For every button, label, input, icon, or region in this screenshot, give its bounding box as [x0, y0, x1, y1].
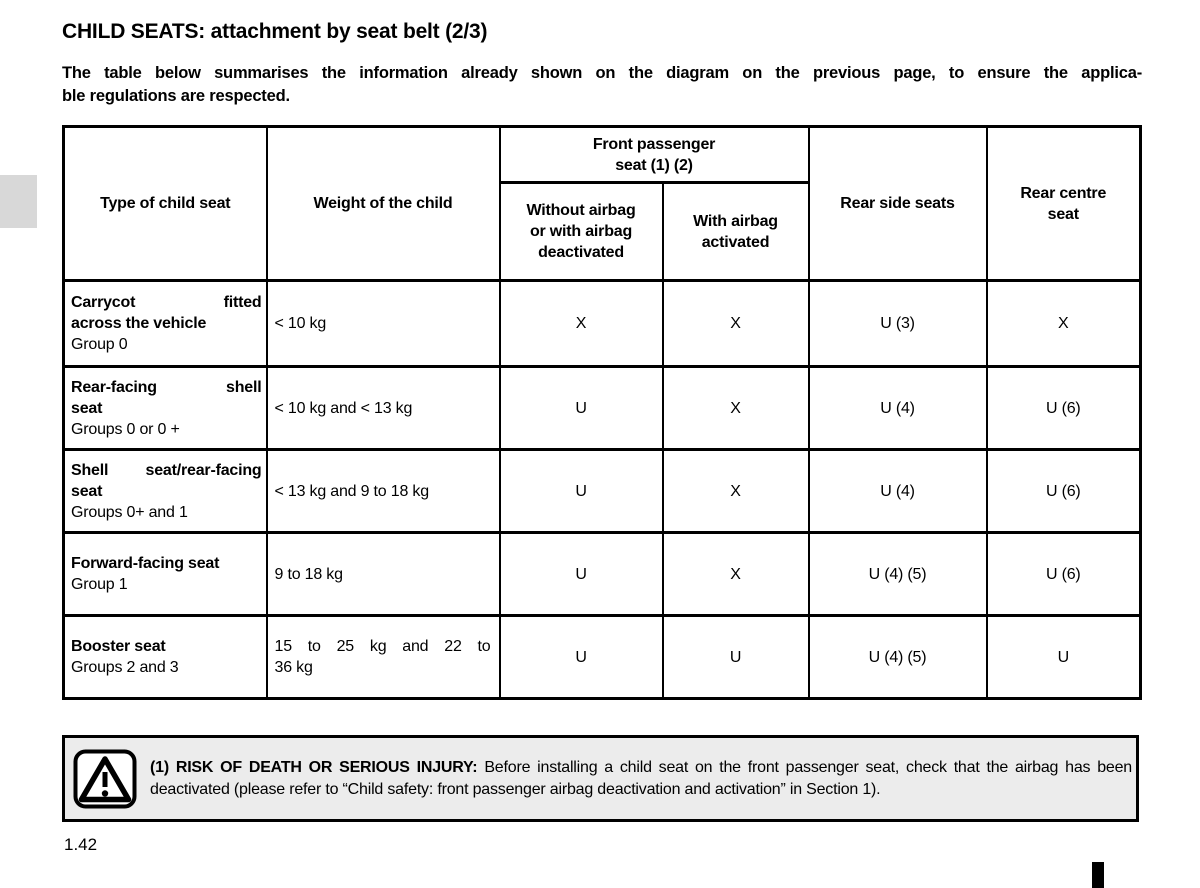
col-header-type: Type of child seat — [62, 125, 268, 282]
rear-side-value: U (4) (5) — [807, 531, 988, 617]
text-line: Shell seat/rear-facing — [71, 461, 262, 479]
page-number: 1.42 — [64, 835, 98, 854]
col-header-weight: Weight of the child — [265, 125, 501, 282]
weight-cell: 15 to 25 kg and 22 to 36 kg — [265, 614, 501, 700]
without-airbag-value: U — [498, 531, 664, 617]
rear-centre-value: U (6) — [985, 531, 1142, 617]
text-line: < 10 kg and < 13 kg — [274, 399, 413, 417]
text-line: ble regulations are respected. — [62, 87, 290, 105]
rear-centre-value: X — [985, 279, 1142, 368]
text-line: Groups 0 or 0 + — [71, 420, 180, 438]
text-line: < 13 kg and 9 to 18 kg — [274, 482, 430, 500]
text-line: 36 kg — [274, 659, 313, 676]
without-airbag-value: U — [498, 448, 664, 534]
page-title: CHILD SEATS: attachment by seat belt (2/… — [62, 20, 488, 43]
text-line: Carrycot fitted — [71, 294, 262, 311]
rear-centre-value: U (6) — [985, 365, 1142, 451]
weight-cell: < 10 kg and < 13 kg — [265, 365, 501, 451]
with-airbag-value: X — [661, 531, 810, 617]
col-header-with-airbag: With airbag activated — [661, 181, 810, 282]
with-airbag-value: U — [661, 614, 810, 700]
without-airbag-value: U — [498, 614, 664, 700]
table-header: Type of child seat Weight of the child F… — [62, 125, 1142, 282]
weight-cell: < 10 kg — [265, 279, 501, 368]
print-registration-marker — [1092, 862, 1104, 888]
warning-triangle-icon — [73, 749, 137, 808]
with-airbag-value: X — [661, 448, 810, 534]
text-line: Forward-facing seat — [71, 555, 220, 572]
seat-type-cell: Carrycot fitted across the vehicle Group 0 — [62, 279, 268, 368]
rear-centre-value: U — [985, 614, 1142, 700]
table-body: Carrycot fitted across the vehicle Group 0… — [62, 279, 1142, 700]
text-line: Group 1 — [71, 576, 128, 593]
weight-cell: 9 to 18 kg — [265, 531, 501, 617]
header-row-top: Type of child seat Weight of the child F… — [62, 125, 1142, 282]
without-airbag-value: X — [498, 279, 664, 368]
text-line: across the vehicle — [71, 315, 207, 332]
with-airbag-value: X — [661, 365, 810, 451]
table-row: Booster seat Groups 2 and 3 15 to 25 kg an… — [62, 614, 1142, 700]
text-line: Groups 2 and 3 — [71, 659, 179, 676]
text-line: Groups 0+ and 1 — [71, 503, 188, 521]
intro-paragraph: The table below summarises the informati… — [62, 62, 1142, 108]
text-line: seat — [71, 482, 103, 500]
warning-text: (1) RISK OF DEATH OR SERIOUS INJURY: Bef… — [150, 757, 1132, 800]
text-line: 9 to 18 kg — [274, 565, 343, 583]
seat-type-cell: Shell seat/rear-facing seat Groups 0+ and … — [62, 448, 268, 534]
table-row: Carrycot fitted across the vehicle Group 0… — [62, 279, 1142, 368]
rear-centre-value: U (6) — [985, 448, 1142, 534]
section-tab-marker — [0, 175, 37, 228]
header-row-sub: Without airbag or with airbag deactivate… — [64, 181, 1141, 282]
child-seat-attachment-table: Type of child seat Weight of the child F… — [62, 125, 1142, 700]
warning-body: Before installing a child seat on the fr… — [150, 759, 1133, 798]
rear-side-value: U (4) — [807, 448, 988, 534]
col-header-rear-side: Rear side seats — [807, 125, 988, 282]
seat-type-cell: Forward-facing seat Group 1 — [62, 531, 268, 617]
text-line: Booster seat — [71, 638, 166, 655]
rear-side-value: U (4) (5) — [807, 614, 988, 700]
text-line: seat — [71, 399, 103, 417]
without-airbag-value: U — [498, 365, 664, 451]
col-header-front-passenger: Front passenger seat (1) (2) — [498, 125, 810, 184]
rear-side-value: U (3) — [807, 279, 988, 368]
text-line: Rear-facing shell — [71, 378, 262, 396]
warning-box: (1) RISK OF DEATH OR SERIOUS INJURY: Bef… — [62, 735, 1139, 822]
text-line: 15 to 25 kg and 22 to — [274, 638, 491, 655]
text-line: The table below summarises the informati… — [62, 64, 1142, 82]
with-airbag-value: X — [661, 279, 810, 368]
text-line: < 10 kg — [274, 315, 327, 332]
table-row: Shell seat/rear-facing seat Groups 0+ and … — [62, 448, 1142, 534]
col-header-without-airbag: Without airbag or with airbag deactivate… — [498, 181, 664, 282]
seat-type-cell: Rear-facing shell seat Groups 0 or 0 + — [62, 365, 268, 451]
text-line: Group 0 — [71, 336, 128, 353]
seat-type-cell: Booster seat Groups 2 and 3 — [62, 614, 268, 700]
col-header-rear-centre: Rear centre seat — [985, 125, 1142, 282]
weight-cell: < 13 kg and 9 to 18 kg — [265, 448, 501, 534]
warning-lead: (1) RISK OF DEATH OR SERIOUS INJURY: — [150, 759, 478, 776]
rear-side-value: U (4) — [807, 365, 988, 451]
table-row: Rear-facing shell seat Groups 0 or 0 + < 10… — [62, 365, 1142, 451]
